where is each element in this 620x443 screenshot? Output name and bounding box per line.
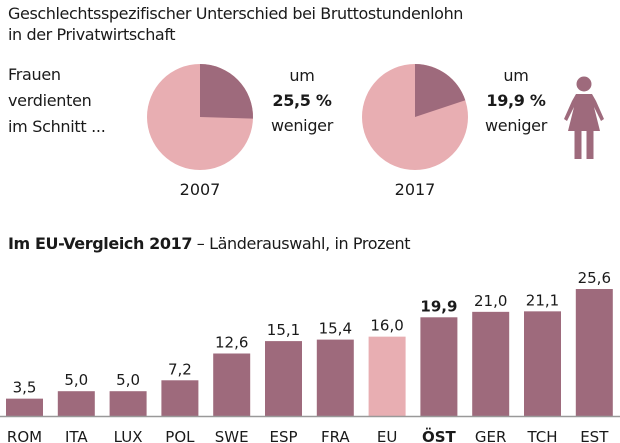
pie-2017-value: 19,9 % (486, 91, 546, 110)
pie-2017-post: weniger (485, 116, 547, 135)
pie-2007 (147, 64, 253, 170)
pie-slice-gap (415, 64, 466, 117)
bar-value-label: 15,4 (319, 320, 352, 338)
title-line-2: in der Privatwirtschaft (8, 25, 176, 44)
bar-value-label: 12,6 (215, 334, 248, 352)
category-label: ROM (7, 428, 42, 443)
intro-line-3: im Schnitt ... (8, 117, 106, 136)
category-label: EST (580, 428, 609, 443)
bar-öst (420, 317, 458, 416)
pie-2017-year: 2017 (394, 180, 436, 199)
bar-ger (472, 311, 510, 416)
pie-2017-label: um 19,9 % weniger (472, 63, 560, 138)
bar-eu (368, 336, 406, 416)
bar-rom (6, 398, 43, 416)
pie-2007-year: 2007 (179, 180, 221, 199)
bar-ita (57, 391, 95, 416)
bar-value-label: 21,1 (526, 291, 559, 309)
pie-2007-value: 25,5 % (272, 91, 332, 110)
bar-chart-subtitle: Im EU-Vergleich 2017 – Länderauswahl, in… (8, 234, 411, 253)
bar-value-label: 7,2 (168, 360, 192, 378)
bar-value-label: 3,5 (13, 379, 37, 397)
bar-fra (316, 339, 354, 416)
bar-value-label: 19,9 (420, 297, 457, 315)
bar-tch (524, 311, 561, 416)
category-label: SWE (215, 428, 249, 443)
bar-pol (161, 380, 199, 416)
category-label: GER (475, 428, 507, 443)
bar-esp (265, 341, 302, 416)
pie-2007-label: um 25,5 % weniger (258, 63, 346, 138)
category-label: EU (377, 428, 397, 443)
bar-value-label: 15,1 (267, 321, 300, 339)
intro-text: Frauen verdienten im Schnitt ... (8, 62, 106, 140)
pie-2007-post: weniger (271, 116, 333, 135)
bar-lux (109, 391, 147, 416)
pie-2007-pre: um (289, 66, 315, 85)
chart-title: Geschlechtsspezifischer Unterschied bei … (8, 3, 608, 45)
category-label: LUX (114, 428, 143, 443)
category-label: POL (165, 428, 195, 443)
pie-2017-pre: um (503, 66, 529, 85)
bar-value-label: 5,0 (64, 371, 88, 389)
category-label: TCH (526, 428, 557, 443)
category-label: ÖST (422, 427, 457, 443)
bar-value-label: 21,0 (474, 292, 507, 310)
intro-line-2: verdienten (8, 91, 92, 110)
bar-value-label: 25,6 (578, 269, 611, 287)
bar-value-label: 16,0 (370, 317, 403, 335)
pie-slice-gap (200, 64, 253, 119)
pie-2017 (362, 64, 468, 170)
category-label: FRA (321, 428, 350, 443)
category-label: ITA (65, 428, 88, 443)
bar-value-label: 5,0 (116, 371, 140, 389)
bar-swe (213, 353, 251, 416)
bar-est (575, 289, 613, 416)
category-label: ESP (269, 428, 297, 443)
woman-icon (564, 76, 604, 159)
title-line-1: Geschlechtsspezifischer Unterschied bei … (8, 4, 464, 23)
intro-line-1: Frauen (8, 65, 61, 84)
